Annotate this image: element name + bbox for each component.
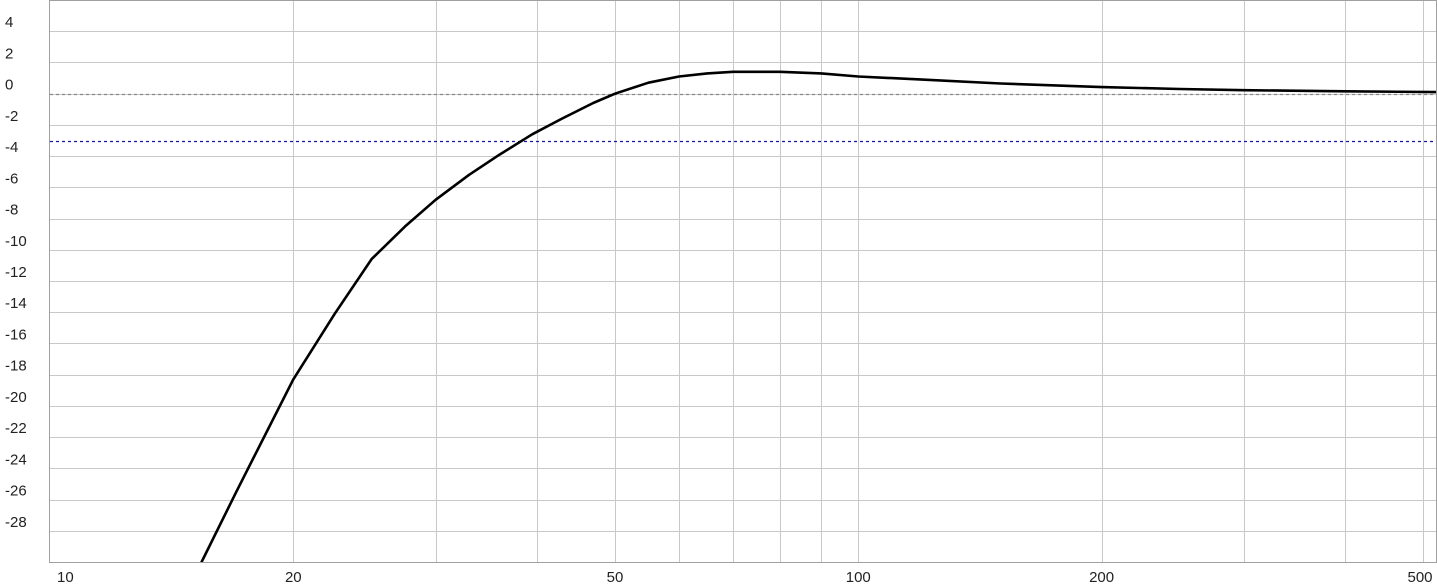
y-tick-label: -14 xyxy=(5,295,27,312)
y-tick-label: -4 xyxy=(5,139,18,156)
y-tick-label: -18 xyxy=(5,358,27,375)
y-tick-label: -6 xyxy=(5,170,18,187)
x-tick-label: 20 xyxy=(285,569,302,586)
y-tick-label: -24 xyxy=(5,451,27,468)
y-tick-label: -20 xyxy=(5,389,27,406)
y-tick-label: -12 xyxy=(5,264,27,281)
x-tick-label: 200 xyxy=(1089,569,1114,586)
y-tick-label: 0 xyxy=(5,77,13,94)
y-tick-label: 2 xyxy=(5,45,13,62)
y-tick-label: -26 xyxy=(5,483,27,500)
y-tick-label: -8 xyxy=(5,202,18,219)
series-layer xyxy=(200,70,1437,562)
x-tick-label: 100 xyxy=(846,569,871,586)
y-tick-label: -10 xyxy=(5,233,27,250)
x-tick-labels: 10 20 50 100 200 500 xyxy=(57,569,1433,586)
y-tick-label: 4 xyxy=(5,14,13,31)
x-tick-label: 500 xyxy=(1407,569,1432,586)
x-tick-label: 10 xyxy=(57,569,74,586)
y-tick-label: -2 xyxy=(5,108,18,125)
y-tick-labels: 4 2 0 -2 -4 -6 -8 -10 -12 -14 -16 -18 -20 -22 -24 -26 -2… xyxy=(5,14,27,531)
grid xyxy=(50,0,1437,562)
series-line xyxy=(200,70,1437,562)
y-tick-label: -28 xyxy=(5,514,27,531)
x-tick-label: 50 xyxy=(607,569,624,586)
y-tick-label: -22 xyxy=(5,420,27,437)
y-tick-label: -16 xyxy=(5,326,27,343)
